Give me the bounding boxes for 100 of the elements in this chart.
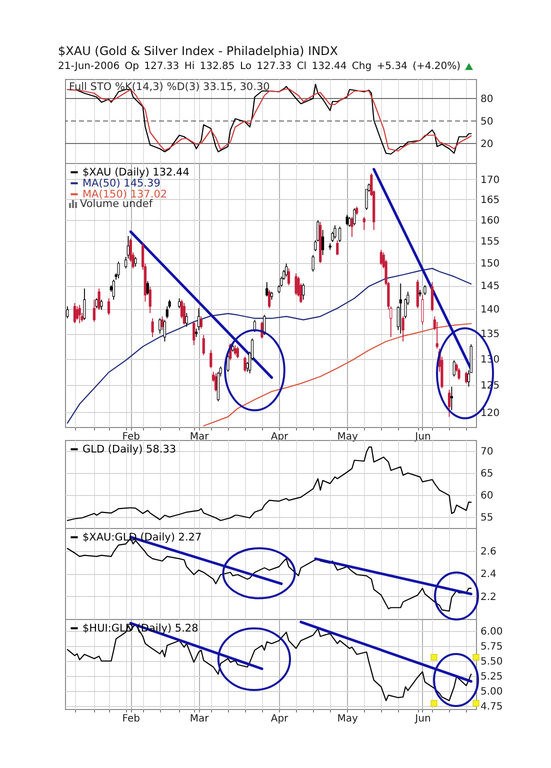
y-tick-label: 2.4 xyxy=(480,569,496,580)
y-tick-label: 155 xyxy=(480,236,500,248)
candlestick xyxy=(430,282,434,312)
legend-label: MA(150) 137.02 xyxy=(82,188,168,200)
candlestick xyxy=(350,216,354,238)
y-tick-label: 160 xyxy=(480,215,500,226)
candlestick xyxy=(148,286,152,314)
x-tick-label: Mar xyxy=(190,432,210,442)
candlestick xyxy=(421,294,424,326)
legend-label: GLD (Daily) 58.33 xyxy=(82,443,176,456)
y-tick-label: 55 xyxy=(480,512,494,524)
candlestick xyxy=(338,226,342,242)
y-tick-label: 2.6 xyxy=(480,546,496,558)
candlestick xyxy=(334,224,336,239)
candlestick xyxy=(302,282,305,300)
y-tick-label: 50 xyxy=(480,116,494,128)
candlestick xyxy=(146,280,149,296)
candlestick xyxy=(178,298,181,309)
candlestick xyxy=(234,344,237,356)
legend-label: MA(50) 145.39 xyxy=(82,177,160,190)
y-tick-label: 70 xyxy=(480,446,494,458)
candlestick xyxy=(448,389,451,418)
annotation: Full STO %K(14,3) %D(3) 33.15, 30.30 xyxy=(69,81,270,93)
candlestick xyxy=(402,316,404,342)
candlestick xyxy=(182,302,186,326)
x-tick-label: Jun xyxy=(414,432,431,442)
candlestick xyxy=(83,288,86,320)
chart-subtitle: 21-Jun-2006 Op 127.33 Hi 132.85 Lo 127.33 Cl 132.44 Chg +5.34 (+4.20%) xyxy=(58,61,461,72)
candlestick xyxy=(321,230,324,256)
line-series xyxy=(66,268,472,424)
candlestick xyxy=(76,306,78,320)
y-tick-label: 4.75 xyxy=(480,702,503,712)
candlestick xyxy=(236,346,239,359)
candlestick xyxy=(98,288,100,310)
y-tick-label: 120 xyxy=(480,408,500,419)
y-tick-label: 140 xyxy=(480,304,500,316)
y-tick-label: 5.50 xyxy=(480,656,503,668)
y-tick-label: 5.00 xyxy=(480,686,503,698)
x-tick-label: Jun xyxy=(414,714,431,724)
candlestick xyxy=(134,256,137,268)
y-tick-label: 5.75 xyxy=(480,642,503,652)
y-tick-label: 2.2 xyxy=(480,592,496,603)
x-tick-label: Mar xyxy=(190,714,210,724)
y-tick-label: 165 xyxy=(480,194,500,206)
candlestick xyxy=(312,254,314,272)
candlestick xyxy=(452,360,456,377)
candlestick xyxy=(362,216,366,230)
candlestick xyxy=(287,268,290,286)
y-tick-label: 6.00 xyxy=(480,626,503,638)
candlestick xyxy=(244,356,246,372)
candlestick xyxy=(192,321,196,346)
legend-label: $XAU (Daily) 132.44 xyxy=(82,166,190,178)
y-tick-label: 65 xyxy=(480,468,494,480)
candlestick xyxy=(126,236,130,260)
candlestick xyxy=(458,368,460,380)
y-tick-label: 60 xyxy=(480,490,494,502)
candlestick xyxy=(266,282,268,297)
x-tick-label: Apr xyxy=(270,432,290,442)
candlestick xyxy=(268,289,271,309)
candlestick xyxy=(348,216,351,228)
candlestick xyxy=(107,298,110,316)
candlestick xyxy=(117,261,120,279)
candlestick xyxy=(200,316,202,330)
candlestick xyxy=(160,316,164,331)
candlestick xyxy=(202,334,205,356)
legend-label: $XAU:GLD (Daily) 2.27 xyxy=(82,531,202,544)
line-series xyxy=(203,323,472,426)
candlestick xyxy=(124,256,128,269)
y-tick-label: 150 xyxy=(480,258,500,270)
y-tick-label: 145 xyxy=(480,281,500,292)
chart-title: $XAU (Gold & Silver Index - Philadelphia) INDX xyxy=(58,44,340,59)
candlestick xyxy=(294,272,298,296)
candlestick xyxy=(112,279,115,300)
candlestick xyxy=(163,319,166,342)
x-tick-label: Feb xyxy=(122,432,140,442)
candlestick xyxy=(158,318,162,334)
x-tick-label: Apr xyxy=(270,714,290,724)
candlestick xyxy=(78,304,81,324)
y-tick-label: 20 xyxy=(480,139,494,150)
x-tick-label: May xyxy=(337,432,358,442)
candlestick xyxy=(464,371,468,384)
x-tick-label: Feb xyxy=(122,714,140,724)
candlestick xyxy=(151,318,154,338)
x-tick-label: May xyxy=(337,714,358,724)
y-tick-label: 135 xyxy=(480,329,500,340)
line-series xyxy=(66,624,472,702)
candlestick xyxy=(336,240,339,256)
candlestick xyxy=(353,208,356,226)
candlestick xyxy=(399,282,402,334)
candlestick xyxy=(380,249,382,266)
candlestick xyxy=(73,302,76,324)
annotation: Volume undef xyxy=(80,198,153,210)
candlestick xyxy=(185,312,188,328)
candlestick xyxy=(214,372,218,392)
candlestick xyxy=(92,299,96,322)
y-tick-label: 170 xyxy=(480,174,500,186)
candlestick xyxy=(424,284,426,296)
candlestick xyxy=(66,306,69,319)
candlestick xyxy=(100,299,103,310)
line-series xyxy=(66,446,472,522)
